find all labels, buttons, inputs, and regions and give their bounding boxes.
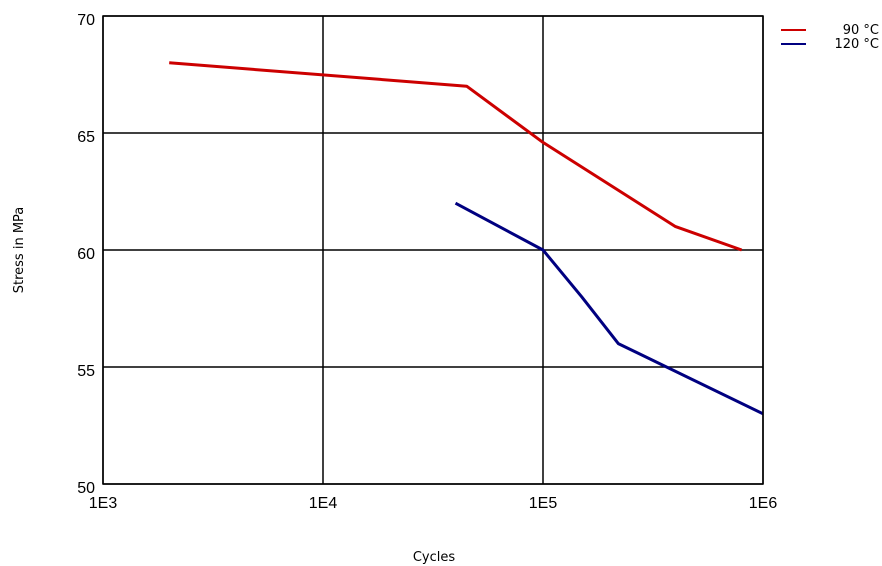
x-tick-label: 1E5 xyxy=(529,495,558,512)
plot-frame xyxy=(102,15,764,485)
y-tick-label: 70 xyxy=(77,12,95,29)
legend-label-2: 120 °C xyxy=(834,37,879,52)
grid-lines xyxy=(102,15,764,485)
series-line-1 xyxy=(169,61,743,252)
y-tick-label: 60 xyxy=(77,246,95,263)
x-axis-title: Cycles xyxy=(413,550,456,565)
y-tick-label: 65 xyxy=(77,129,95,146)
x-tick-label: 1E6 xyxy=(749,495,778,512)
legend-label-1: 90 °C xyxy=(843,23,879,38)
series-layer xyxy=(169,61,764,416)
x-tick-label: 1E4 xyxy=(309,495,338,512)
y-axis-title: Stress in MPa xyxy=(12,207,27,294)
tick-labels: 1E3 1E4 1E5 1E6 50 55 60 65 70 xyxy=(77,12,777,512)
y-tick-label: 50 xyxy=(77,480,95,497)
y-tick-label: 55 xyxy=(77,363,95,380)
x-tick-label: 1E3 xyxy=(89,495,118,512)
series-line-2 xyxy=(454,201,764,416)
